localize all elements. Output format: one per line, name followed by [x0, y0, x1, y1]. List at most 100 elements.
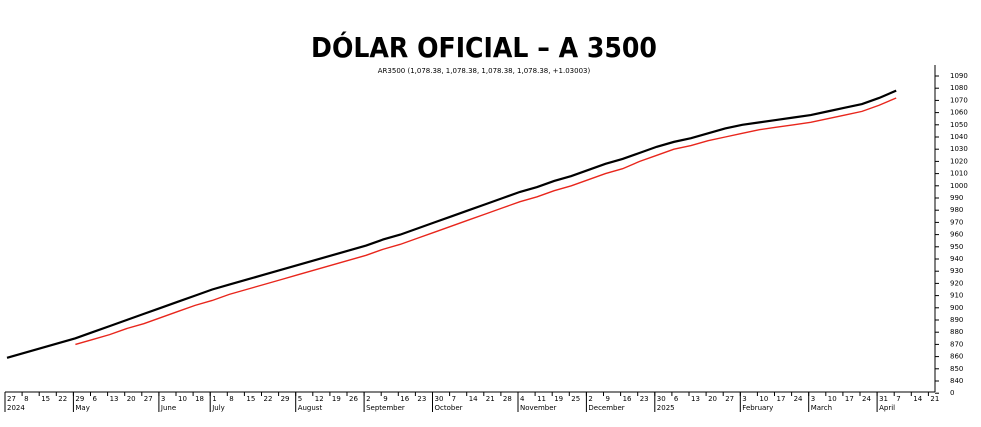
- y-tick-label: 960: [950, 231, 963, 239]
- y-tick-label: 1010: [950, 170, 968, 178]
- y-tick-label: 860: [950, 353, 963, 361]
- x-tick-label: 19: [554, 395, 563, 403]
- y-tick-label: 1050: [950, 121, 968, 129]
- y-tick-label: 880: [950, 328, 963, 336]
- x-tick-label: 22: [264, 395, 273, 403]
- x-tick-label: 23: [417, 395, 426, 403]
- y-tick-label: 0: [950, 389, 954, 397]
- x-tick-label: 26: [349, 395, 358, 403]
- x-tick-label: 8: [229, 395, 233, 403]
- y-tick-label: 900: [950, 304, 963, 312]
- month-label: July: [211, 404, 225, 412]
- x-tick-label: 17: [845, 395, 854, 403]
- x-tick-label: 12: [315, 395, 324, 403]
- y-tick-label: 910: [950, 292, 963, 300]
- y-tick-label: 1040: [950, 133, 968, 141]
- x-tick-label: 14: [469, 395, 478, 403]
- month-label: May: [75, 404, 89, 412]
- x-tick-label: 3: [811, 395, 815, 403]
- month-label: October: [435, 404, 463, 412]
- x-tick-label: 14: [913, 395, 922, 403]
- x-tick-label: 15: [246, 395, 255, 403]
- x-tick-label: 21: [486, 395, 495, 403]
- y-tick-label: 940: [950, 255, 963, 263]
- y-tick-label: 990: [950, 194, 963, 202]
- x-tick-label: 30: [435, 395, 444, 403]
- x-tick-label: 28: [503, 395, 512, 403]
- x-tick-label: 18: [195, 395, 204, 403]
- x-tick-label: 30: [657, 395, 666, 403]
- chart-subtitle: AR3500 (1,078.38, 1,078.38, 1,078.38, 1,…: [378, 67, 591, 75]
- x-tick-label: 7: [896, 395, 900, 403]
- x-tick-label: 27: [725, 395, 734, 403]
- x-tick-label: 9: [383, 395, 387, 403]
- x-tick-label: 20: [127, 395, 136, 403]
- y-tick-label: 850: [950, 365, 963, 373]
- x-tick-label: 25: [571, 395, 580, 403]
- month-label: November: [520, 404, 557, 412]
- x-tick-label: 10: [759, 395, 768, 403]
- x-tick-label: 23: [640, 395, 649, 403]
- y-tick-label: 840: [950, 377, 963, 385]
- x-tick-label: 9: [606, 395, 610, 403]
- y-tick-label: 1030: [950, 145, 968, 153]
- y-tick-label: 950: [950, 243, 963, 251]
- month-label: June: [160, 404, 176, 412]
- y-tick-label: 870: [950, 340, 963, 348]
- y-tick-label: 890: [950, 316, 963, 324]
- month-label: September: [366, 404, 405, 412]
- x-tick-label: 8: [24, 395, 28, 403]
- x-tick-label: 15: [41, 395, 50, 403]
- y-tick-label: 1090: [950, 72, 968, 80]
- x-tick-label: 27: [7, 395, 16, 403]
- x-tick-label: 13: [110, 395, 119, 403]
- x-tick-label: 6: [674, 395, 679, 403]
- x-tick-label: 3: [742, 395, 746, 403]
- x-tick-label: 22: [58, 395, 67, 403]
- y-tick-label: 1020: [950, 157, 968, 165]
- x-tick-label: 6: [93, 395, 98, 403]
- month-label: March: [811, 404, 832, 412]
- x-tick-label: 19: [332, 395, 341, 403]
- month-label: December: [588, 404, 624, 412]
- x-tick-label: 20: [708, 395, 717, 403]
- x-tick-label: 2: [366, 395, 370, 403]
- x-tick-label: 16: [623, 395, 632, 403]
- line-series: [6, 89, 897, 359]
- x-tick-label: 27: [144, 395, 153, 403]
- y-tick-label: 980: [950, 206, 963, 214]
- x-tick-label: 17: [777, 395, 786, 403]
- chart-title: DÓLAR OFICIAL – A 3500: [311, 30, 657, 64]
- x-tick-label: 4: [520, 395, 525, 403]
- x-tick-label: 13: [691, 395, 700, 403]
- month-label: 2025: [657, 404, 675, 412]
- y-tick-label: 1060: [950, 109, 968, 117]
- month-label: August: [298, 404, 323, 412]
- y-tick-label: 1070: [950, 96, 968, 104]
- y-tick-label: 930: [950, 267, 963, 275]
- x-tick-label: 10: [828, 395, 837, 403]
- month-label: April: [879, 404, 895, 412]
- x-tick-label: 24: [794, 395, 803, 403]
- x-tick-label: 3: [161, 395, 165, 403]
- month-label: February: [742, 404, 773, 412]
- y-tick-label: 1080: [950, 84, 968, 92]
- x-tick-label: 16: [400, 395, 409, 403]
- x-tick-label: 11: [537, 395, 546, 403]
- x-tick-label: 1: [212, 395, 216, 403]
- month-label: 2024: [7, 404, 25, 412]
- x-tick-label: 10: [178, 395, 187, 403]
- x-tick-label: 7: [452, 395, 456, 403]
- x-tick-label: 29: [75, 395, 84, 403]
- x-tick-label: 21: [930, 395, 939, 403]
- x-tick-label: 5: [298, 395, 302, 403]
- x-tick-label: 24: [862, 395, 871, 403]
- x-tick-label: 2: [588, 395, 592, 403]
- x-tick-label: 29: [281, 395, 290, 403]
- y-tick-label: 970: [950, 218, 963, 226]
- y-tick-label: 1000: [950, 182, 968, 190]
- y-tick-label: 920: [950, 279, 963, 287]
- line-series: [75, 97, 897, 346]
- x-tick-label: 31: [879, 395, 888, 403]
